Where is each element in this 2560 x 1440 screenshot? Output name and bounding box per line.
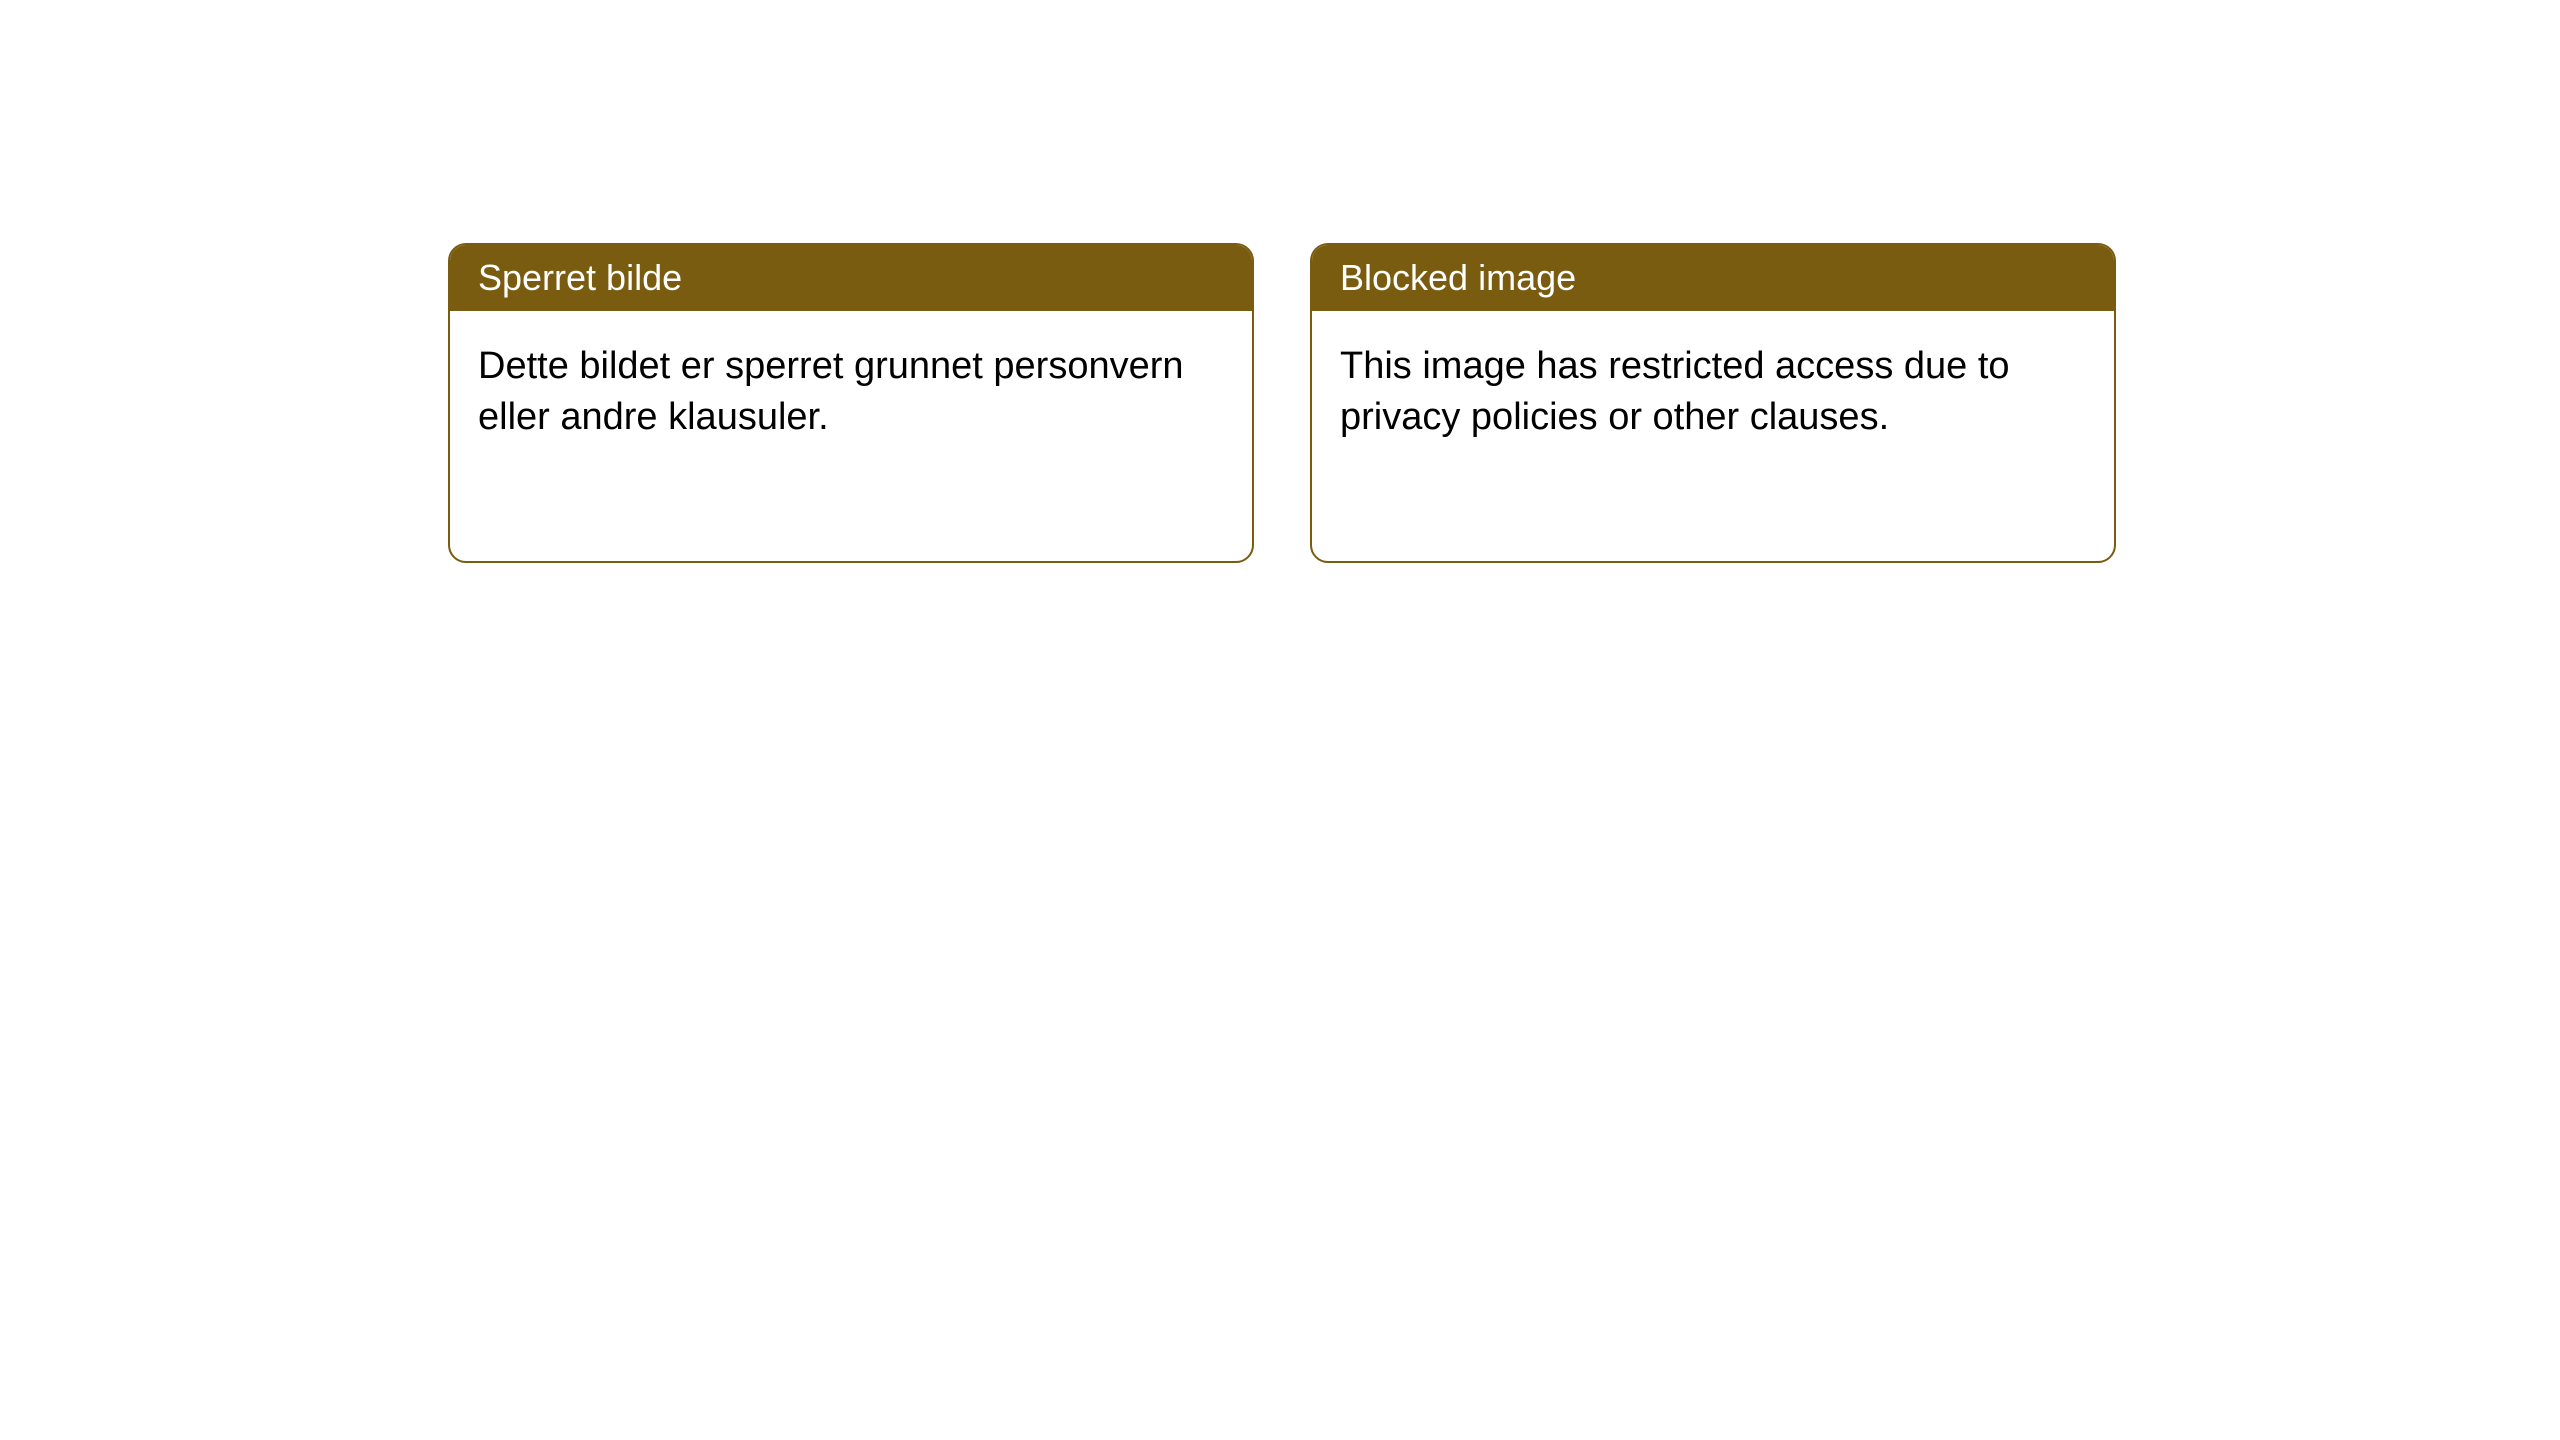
notice-card-header: Sperret bilde (450, 245, 1252, 311)
notice-title: Blocked image (1340, 257, 1576, 298)
notice-card-norwegian: Sperret bilde Dette bildet er sperret gr… (448, 243, 1254, 563)
notice-card-body: This image has restricted access due to … (1312, 311, 2114, 561)
notice-card-english: Blocked image This image has restricted … (1310, 243, 2116, 563)
notice-container: Sperret bilde Dette bildet er sperret gr… (448, 243, 2116, 563)
notice-card-body: Dette bildet er sperret grunnet personve… (450, 311, 1252, 561)
notice-body-text: This image has restricted access due to … (1340, 345, 2010, 438)
notice-body-text: Dette bildet er sperret grunnet personve… (478, 345, 1184, 438)
notice-card-header: Blocked image (1312, 245, 2114, 311)
notice-title: Sperret bilde (478, 257, 682, 298)
